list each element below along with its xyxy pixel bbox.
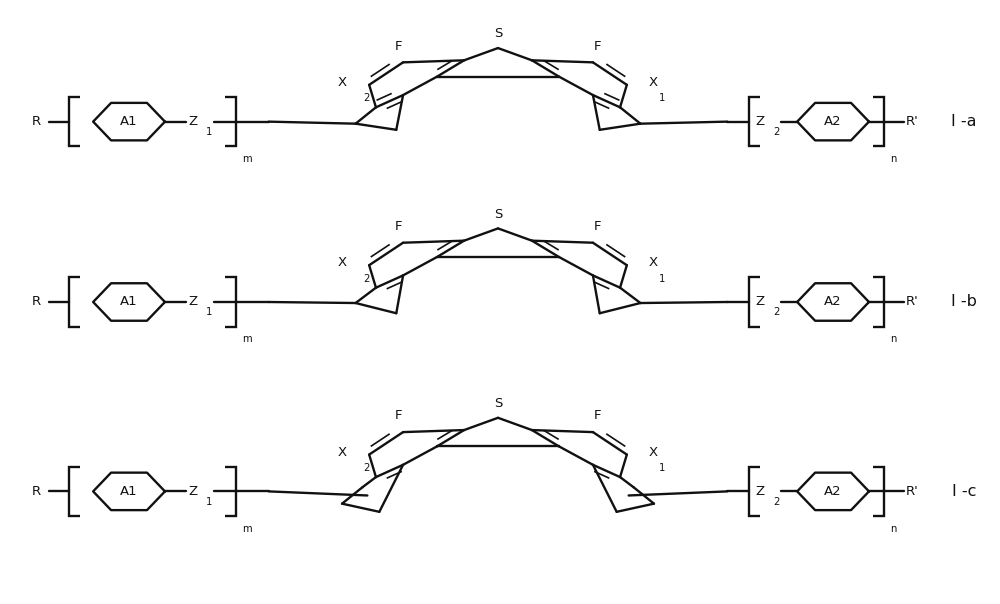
Text: 1: 1	[206, 307, 212, 317]
Text: R: R	[31, 295, 40, 309]
Text: 2: 2	[773, 496, 780, 507]
Text: X: X	[338, 76, 347, 89]
Text: F: F	[394, 410, 402, 422]
Text: A1: A1	[120, 115, 138, 128]
Text: 1: 1	[206, 496, 212, 507]
Text: X: X	[338, 256, 347, 269]
Text: R: R	[31, 115, 40, 128]
Text: 2: 2	[773, 307, 780, 317]
Text: Z: Z	[755, 485, 764, 498]
Text: I -c: I -c	[952, 484, 977, 499]
Text: A1: A1	[120, 485, 138, 498]
Text: X: X	[338, 446, 347, 458]
Text: n: n	[890, 524, 896, 534]
Text: 2: 2	[363, 463, 370, 473]
Text: 1: 1	[659, 463, 665, 473]
Text: 2: 2	[363, 274, 370, 284]
Text: 2: 2	[363, 93, 370, 103]
Text: Z: Z	[189, 295, 198, 309]
Text: F: F	[394, 40, 402, 53]
Text: S: S	[494, 208, 502, 220]
Text: R': R'	[906, 115, 919, 128]
Text: I -a: I -a	[951, 114, 977, 129]
Text: X: X	[649, 256, 658, 269]
Text: n: n	[890, 335, 896, 344]
Text: Z: Z	[755, 115, 764, 128]
Text: F: F	[594, 220, 602, 233]
Text: R': R'	[906, 485, 919, 498]
Text: 1: 1	[659, 93, 665, 103]
Text: R: R	[31, 485, 40, 498]
Text: Z: Z	[755, 295, 764, 309]
Text: A2: A2	[824, 115, 842, 128]
Text: 1: 1	[206, 127, 212, 137]
Text: F: F	[394, 220, 402, 233]
Text: Z: Z	[189, 485, 198, 498]
Text: m: m	[242, 154, 251, 164]
Text: 2: 2	[773, 127, 780, 137]
Text: 1: 1	[659, 274, 665, 284]
Text: F: F	[594, 410, 602, 422]
Text: R': R'	[906, 295, 919, 309]
Text: Z: Z	[189, 115, 198, 128]
Text: X: X	[649, 76, 658, 89]
Text: F: F	[594, 40, 602, 53]
Text: I -b: I -b	[951, 295, 977, 309]
Text: A1: A1	[120, 295, 138, 309]
Text: m: m	[242, 335, 251, 344]
Text: X: X	[649, 446, 658, 458]
Text: S: S	[494, 27, 502, 40]
Text: n: n	[890, 154, 896, 164]
Text: m: m	[242, 524, 251, 534]
Text: A2: A2	[824, 295, 842, 309]
Text: S: S	[494, 397, 502, 410]
Text: A2: A2	[824, 485, 842, 498]
